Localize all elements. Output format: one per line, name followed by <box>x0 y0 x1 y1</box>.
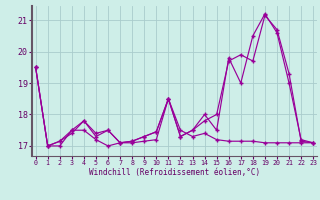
X-axis label: Windchill (Refroidissement éolien,°C): Windchill (Refroidissement éolien,°C) <box>89 168 260 177</box>
